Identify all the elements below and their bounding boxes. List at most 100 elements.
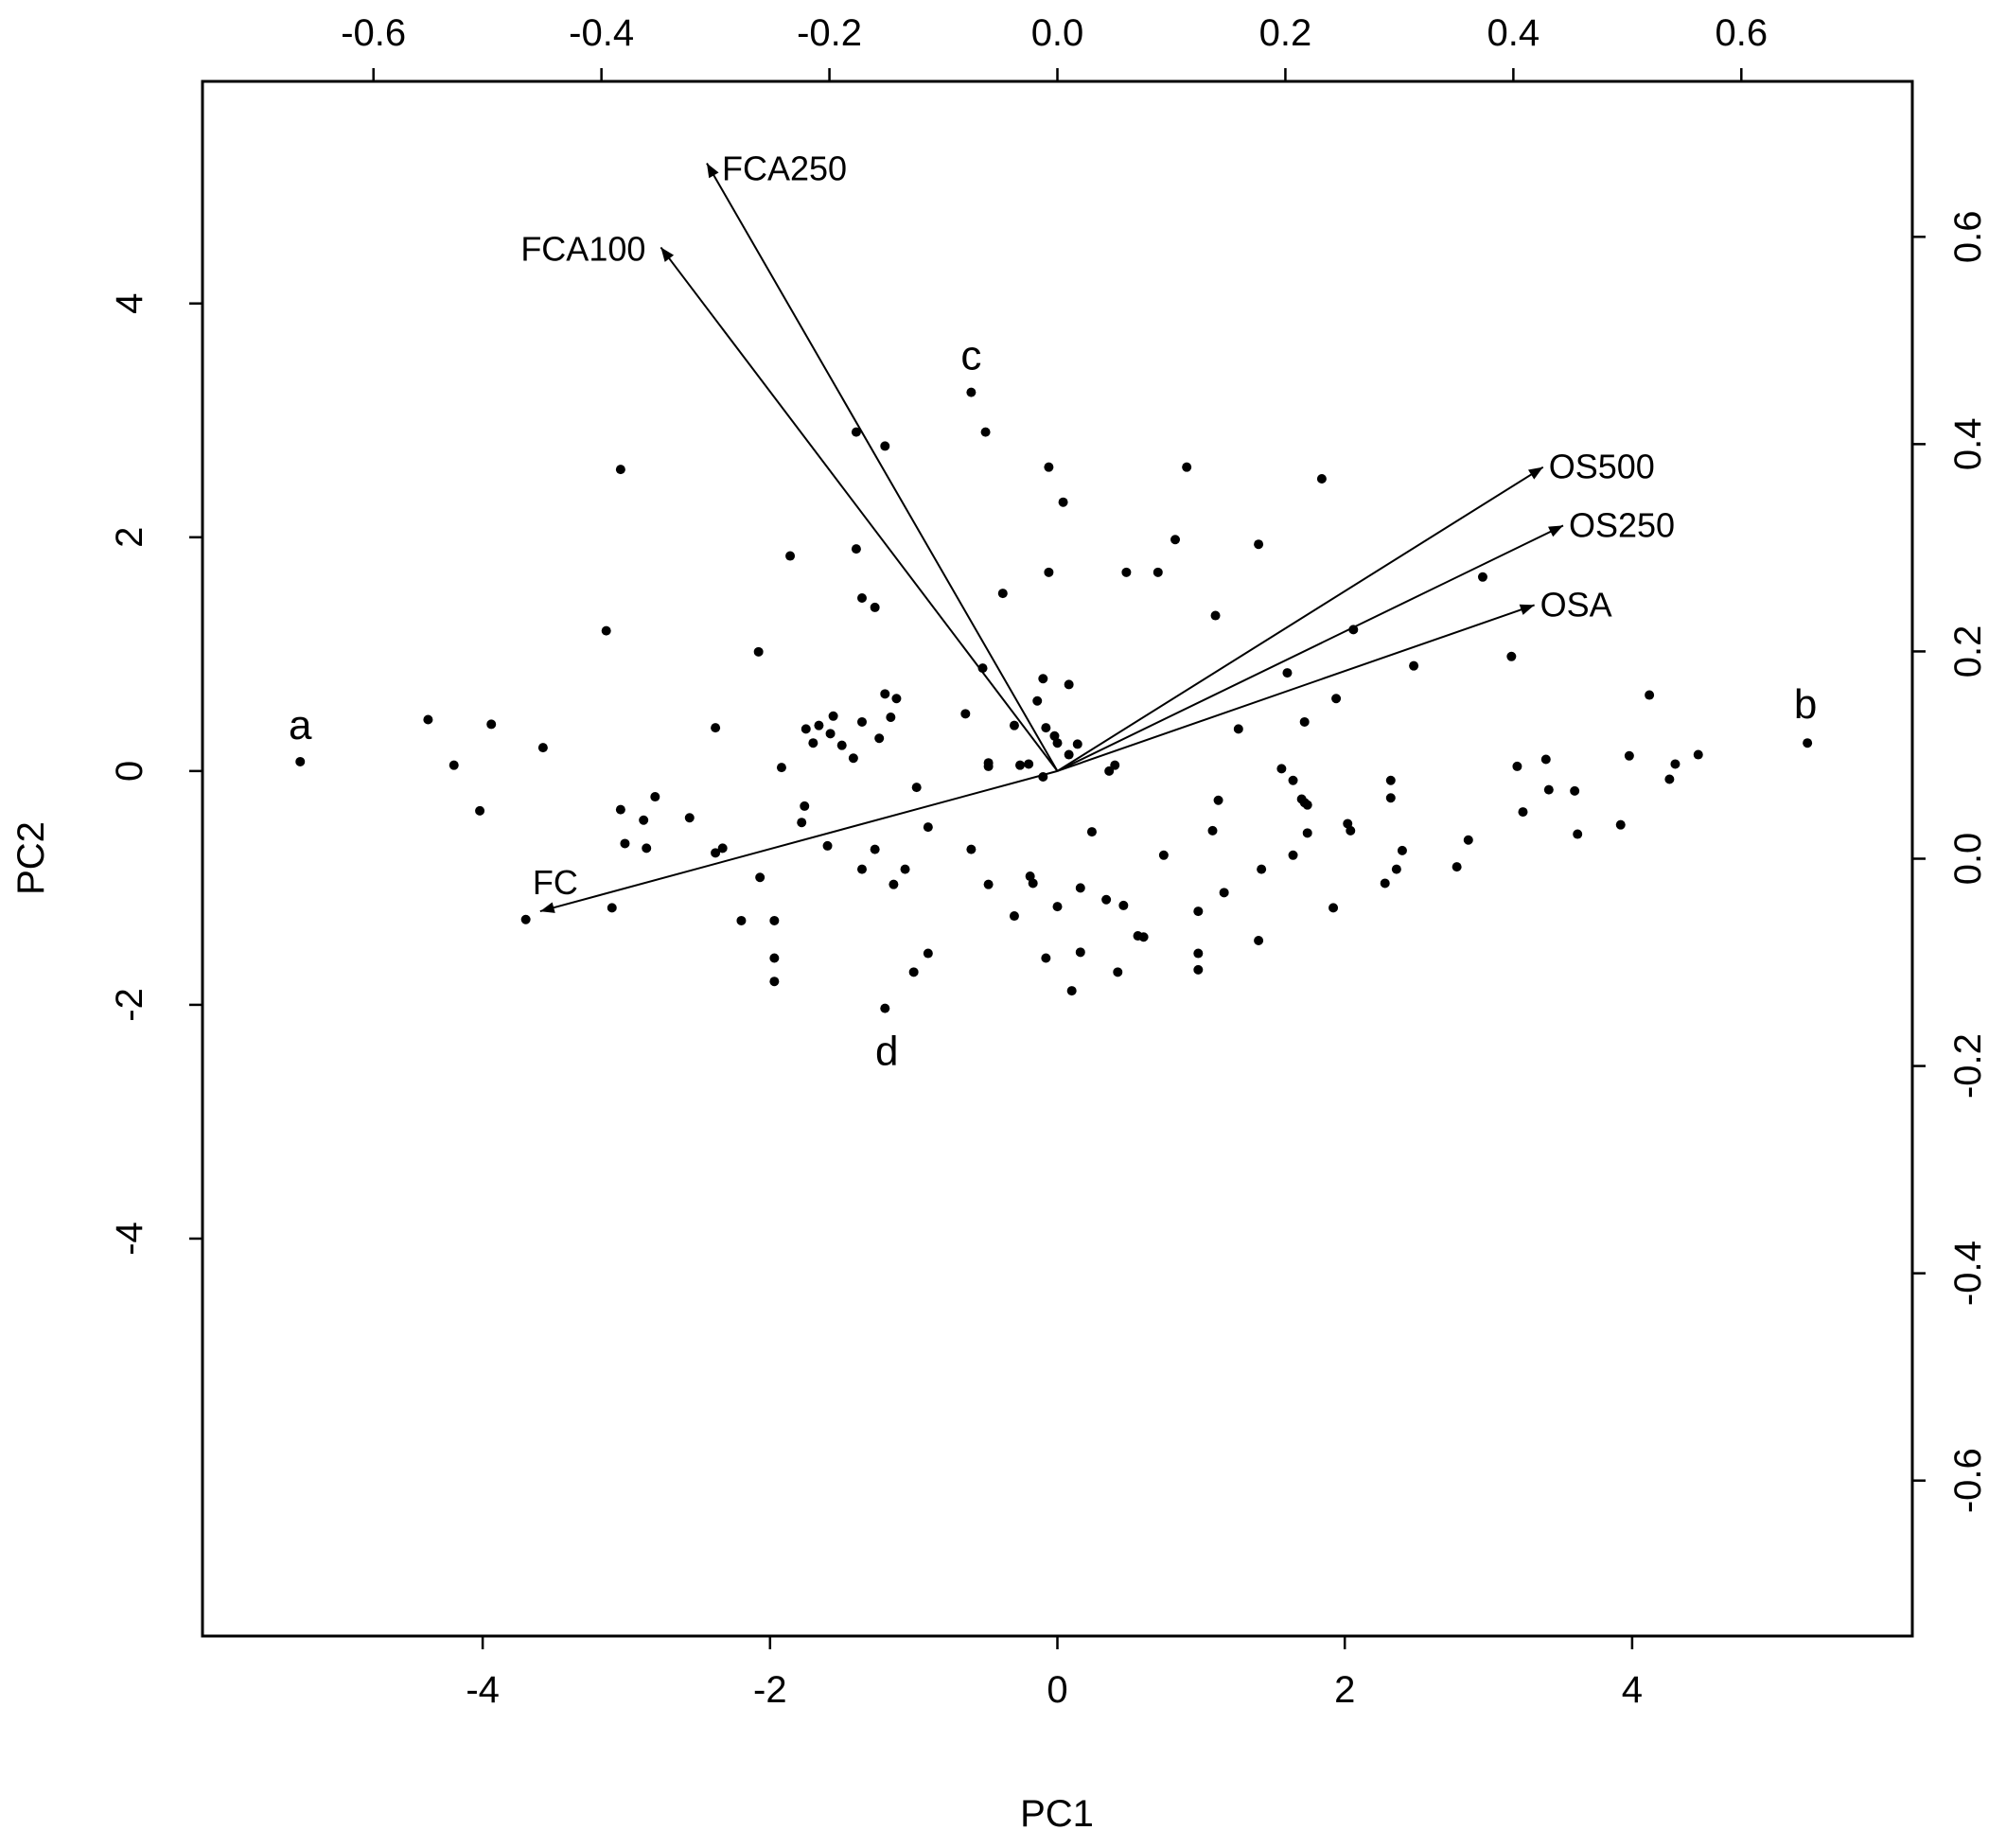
data-point: [966, 387, 977, 397]
data-point: [1331, 694, 1342, 704]
right-tick-label: 0.2: [1947, 625, 1989, 678]
data-point: [1066, 986, 1077, 996]
data-point: [753, 646, 764, 657]
data-point: [900, 864, 910, 874]
loading-arrow-os250: [1057, 524, 1564, 772]
x-tick-label: 4: [1622, 1669, 1643, 1711]
data-point: [1380, 878, 1390, 889]
data-point: [911, 783, 922, 793]
data-point: [1254, 935, 1264, 945]
arrowhead-icon: [1519, 604, 1535, 615]
right-tick-label: -0.2: [1947, 1033, 1989, 1099]
data-point: [1452, 862, 1462, 872]
data-point: [801, 724, 811, 734]
data-point: [1518, 807, 1528, 818]
data-point: [1257, 864, 1267, 874]
arrowhead-icon: [539, 902, 555, 913]
data-point: [814, 720, 824, 730]
data-point: [825, 729, 836, 739]
data-point: [1075, 883, 1085, 893]
data-point: [870, 602, 880, 612]
top-tick-label: -0.6: [341, 12, 406, 54]
data-point: [797, 818, 807, 828]
data-point: [1052, 902, 1063, 912]
data-point: [1615, 819, 1626, 830]
data-point: [642, 843, 652, 854]
data-point: [601, 625, 611, 636]
score-points: [295, 387, 1813, 1013]
data-point: [1193, 906, 1204, 917]
data-point: [1409, 660, 1419, 671]
loading-label: OS250: [1569, 505, 1675, 544]
data-point: [1104, 766, 1115, 776]
top-tick-label: -0.2: [797, 12, 862, 54]
data-point: [1316, 474, 1327, 484]
data-point: [1075, 947, 1085, 958]
data-point: [1346, 825, 1356, 836]
data-point: [822, 840, 833, 851]
data-point: [717, 843, 728, 854]
data-point: [1543, 784, 1554, 795]
data-point: [870, 844, 880, 854]
right-axis: -0.6 -0.4 -0.2 0.0 0.2 0.4 0.6: [1912, 210, 1989, 1513]
data-point: [736, 915, 747, 925]
data-point: [1397, 845, 1407, 855]
plot-frame: [201, 79, 1914, 1638]
data-point: [1210, 610, 1221, 621]
data-point: [776, 763, 786, 773]
data-point: [1072, 739, 1082, 749]
data-point: [684, 813, 695, 823]
loading-label: FC: [533, 863, 578, 902]
data-point: [1121, 567, 1132, 577]
y-tick-label: 4: [109, 293, 150, 314]
data-point: [769, 915, 780, 925]
data-point: [983, 879, 994, 889]
data-point: [1664, 774, 1675, 784]
data-point: [874, 733, 885, 744]
data-point: [1182, 462, 1192, 472]
data-point: [1024, 759, 1034, 769]
data-point: [856, 593, 867, 604]
data-point: [1058, 497, 1068, 507]
data-point: [1086, 827, 1097, 837]
data-point: [983, 761, 994, 771]
data-point: [1170, 535, 1181, 545]
data-point: [856, 864, 867, 874]
point-annotation: b: [1794, 681, 1817, 728]
data-point: [1573, 829, 1583, 839]
data-point: [1038, 674, 1048, 684]
data-point: [1624, 750, 1634, 761]
loading-label: FCA250: [722, 149, 847, 187]
data-point: [960, 709, 971, 719]
data-point: [1276, 764, 1287, 774]
data-point: [891, 694, 902, 704]
data-point: [1032, 695, 1043, 706]
y-tick-label: 2: [109, 527, 150, 548]
data-point: [711, 848, 721, 858]
point-annotations: a b c d: [289, 333, 1817, 1075]
data-point: [851, 544, 861, 554]
data-point: [769, 953, 780, 963]
data-point: [848, 753, 858, 764]
data-point: [1207, 825, 1218, 836]
loading-label: OSA: [1540, 585, 1612, 624]
loading-arrow-fc: [539, 769, 1058, 913]
data-point: [908, 967, 919, 977]
data-point: [1385, 775, 1396, 785]
data-point: [620, 838, 630, 849]
point-annotation: c: [960, 333, 981, 379]
data-point: [1101, 894, 1112, 905]
y-axis-label: PC2: [10, 821, 52, 895]
data-point: [980, 427, 991, 437]
data-point: [607, 903, 617, 913]
loading-arrow-os500: [1056, 466, 1544, 772]
loading-label: FCA100: [520, 229, 645, 268]
data-point: [615, 465, 625, 475]
right-tick-label: -0.4: [1947, 1241, 1989, 1306]
data-point: [828, 711, 838, 721]
data-point: [966, 844, 977, 854]
data-point: [785, 551, 796, 561]
data-point: [639, 815, 649, 825]
x-tick-label: -2: [753, 1669, 787, 1711]
